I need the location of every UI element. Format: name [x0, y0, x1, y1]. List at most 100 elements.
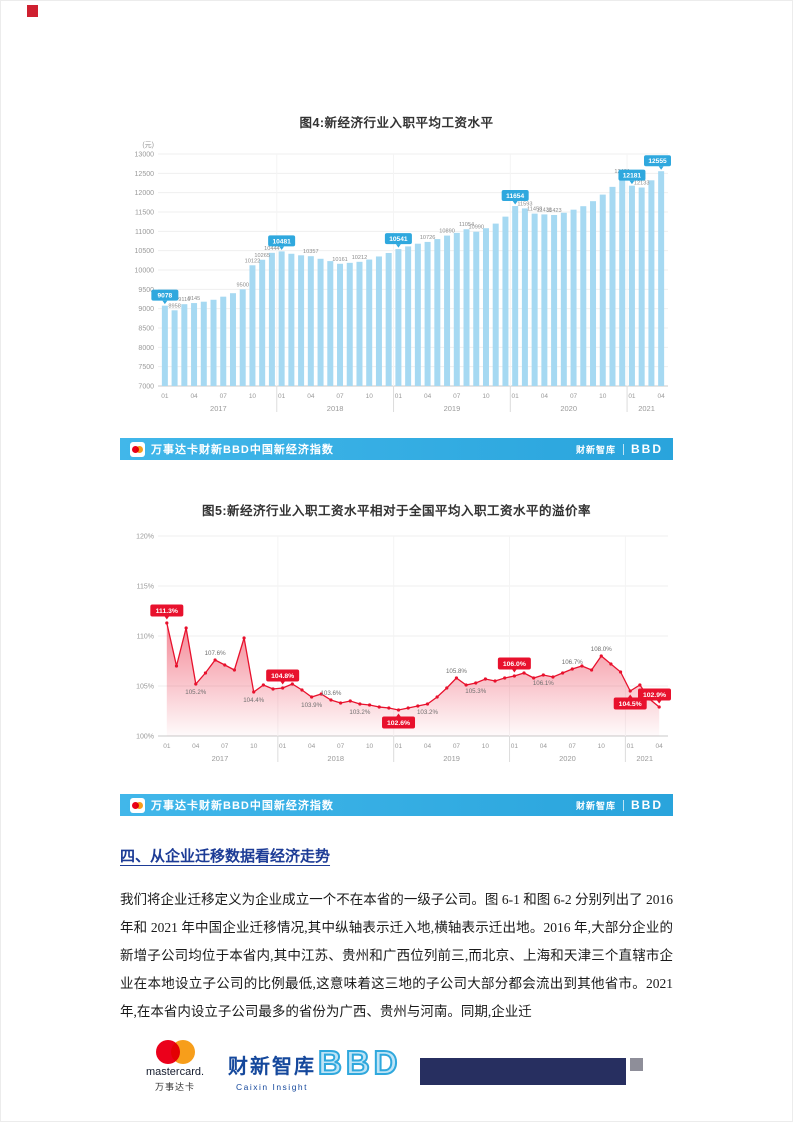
svg-text:2019: 2019 [444, 404, 461, 413]
chart-footer-left: 万事达卡财新BBD中国新经济指数 [130, 441, 334, 457]
chart-footer-text: 万事达卡财新BBD中国新经济指数 [151, 800, 334, 812]
bars [161, 171, 665, 386]
svg-text:2020: 2020 [560, 404, 577, 413]
section-4-migration: 四、从企业迁移数据看经济走势 我们将企业迁移定义为企业成立一个不在本省的一级子公… [120, 845, 673, 1026]
svg-text:10890: 10890 [439, 229, 455, 235]
svg-text:04: 04 [424, 743, 432, 750]
chart-footer-text: 万事达卡财新BBD中国新经济指数 [151, 444, 334, 456]
svg-text:2017: 2017 [212, 754, 229, 763]
premium-line [166, 622, 660, 711]
svg-text:103.6%: 103.6% [320, 690, 341, 697]
svg-text:2017: 2017 [210, 404, 227, 413]
svg-text:103.2%: 103.2% [417, 709, 438, 716]
svg-text:10: 10 [366, 393, 374, 400]
bbd-mini-logo: BBD [631, 798, 663, 812]
caixin-chinese-name: 财新智库 [228, 1056, 316, 1078]
mastercard-yellow-circle-icon [136, 445, 143, 453]
svg-text:11458: 11458 [527, 207, 542, 213]
caixin-logo: 财新智库 Caixin Insight [228, 1050, 316, 1092]
svg-text:07: 07 [569, 743, 577, 750]
svg-text:105.3%: 105.3% [465, 688, 486, 695]
svg-text:103.2%: 103.2% [349, 709, 370, 716]
svg-text:(元): (元) [142, 141, 154, 149]
svg-text:04: 04 [656, 743, 664, 750]
svg-text:12500: 12500 [135, 171, 155, 178]
svg-text:10990: 10990 [468, 225, 484, 231]
figure-5: 图5:新经济行业入职工资水平相对于全国平均入职工资水平的溢价率 100% 105%… [120, 500, 673, 816]
svg-text:8500: 8500 [138, 326, 154, 333]
svg-text:103.9%: 103.9% [301, 702, 322, 709]
svg-text:10161: 10161 [332, 257, 348, 263]
svg-text:10265: 10265 [254, 253, 270, 259]
svg-text:102.6%: 102.6% [387, 720, 410, 727]
chart-footer-brands: 财新智库 BBD [576, 442, 663, 456]
figure-4-title: 图4:新经济行业入职平均工资水平 [299, 116, 494, 130]
svg-text:04: 04 [190, 393, 198, 400]
svg-text:9078: 9078 [158, 293, 173, 300]
svg-text:115%: 115% [137, 584, 154, 591]
svg-text:9500: 9500 [138, 287, 154, 294]
svg-text:11500: 11500 [135, 210, 154, 217]
svg-text:2021: 2021 [636, 754, 653, 763]
corner-mark [27, 5, 38, 17]
mastercard-logo: mastercard. 万事达卡 [142, 1040, 208, 1093]
svg-text:13000: 13000 [135, 152, 155, 159]
svg-text:2018: 2018 [327, 404, 344, 413]
svg-text:04: 04 [424, 393, 432, 400]
svg-text:01: 01 [511, 743, 519, 750]
svg-text:9116: 9116 [178, 297, 190, 303]
mastercard-mini-icon [130, 441, 145, 457]
svg-text:105%: 105% [136, 684, 154, 691]
chart-footer-brands: 财新智库 BBD [576, 798, 663, 812]
svg-text:7500: 7500 [138, 364, 154, 371]
bbd-logo: BBD [317, 1043, 402, 1082]
mastercard-circles-icon [142, 1040, 208, 1064]
svg-text:9145: 9145 [188, 296, 200, 302]
line-callouts: 111.3% 104.8% 102.6% 106.0% 104.5%102.9% [150, 604, 671, 729]
svg-text:11593: 11593 [517, 201, 532, 207]
svg-text:120%: 120% [136, 534, 154, 541]
svg-text:07: 07 [337, 743, 345, 750]
divider [623, 443, 624, 455]
chart-footer-bar: 万事达卡财新BBD中国新经济指数 财新智库 BBD [120, 794, 673, 816]
mastercard-mini-icon [130, 797, 145, 813]
svg-text:12555: 12555 [648, 158, 667, 165]
line-value-labels: 105.2% 107.6% 104.4% 103.9% 103.6% 103.2% 103.… [185, 646, 612, 716]
svg-text:105.8%: 105.8% [446, 668, 467, 675]
mastercard-yellow-circle-icon [170, 1040, 195, 1064]
svg-text:01: 01 [395, 393, 403, 400]
navy-bar [420, 1058, 626, 1085]
mastercard-wordmark: mastercard. [145, 1066, 205, 1078]
svg-text:01: 01 [395, 743, 403, 750]
svg-text:04: 04 [308, 743, 316, 750]
svg-text:106.0%: 106.0% [503, 661, 526, 668]
mastercard-yellow-circle-icon [136, 801, 143, 809]
svg-text:07: 07 [336, 393, 344, 400]
svg-text:10122: 10122 [245, 258, 261, 264]
svg-text:106.1%: 106.1% [533, 680, 554, 687]
bar-callouts: 9078 10481 10541 11654 12181 12555 [151, 155, 671, 305]
svg-text:10541: 10541 [389, 236, 408, 243]
svg-text:8958: 8958 [168, 303, 180, 309]
caixin-mini-logo: 财新智库 [575, 444, 616, 455]
svg-text:11438: 11438 [537, 207, 552, 213]
svg-text:11423: 11423 [547, 208, 562, 214]
svg-text:01: 01 [278, 393, 286, 400]
caixin-mini-logo: 财新智库 [575, 800, 616, 811]
svg-text:9500: 9500 [236, 282, 248, 288]
svg-text:7000: 7000 [138, 384, 154, 391]
svg-text:8000: 8000 [138, 345, 154, 352]
mastercard-red-circle-icon [132, 445, 139, 453]
svg-text:01: 01 [279, 743, 287, 750]
svg-text:10: 10 [599, 393, 607, 400]
caixin-english-name: Caixin Insight [235, 1082, 309, 1092]
svg-text:10212: 10212 [352, 255, 368, 261]
figure-4: 图4:新经济行业入职平均工资水平 (元) 7000 7500 8000 8500 9000… [120, 112, 673, 460]
figure-4-bar-chart: (元) 7000 7500 8000 8500 9000 9500 10000 10500 110… [135, 141, 671, 413]
svg-text:10726: 10726 [420, 235, 436, 241]
chart-footer-bar: 万事达卡财新BBD中国新经济指数 财新智库 BBD [120, 438, 673, 460]
line-markers [165, 621, 661, 712]
mastercard-chinese-name: 万事达卡 [154, 1082, 195, 1092]
svg-text:10: 10 [598, 743, 606, 750]
